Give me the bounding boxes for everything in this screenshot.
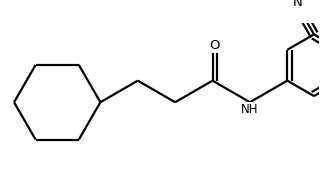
- Text: NH: NH: [241, 103, 259, 116]
- Text: O: O: [209, 39, 220, 52]
- Text: N: N: [293, 0, 303, 9]
